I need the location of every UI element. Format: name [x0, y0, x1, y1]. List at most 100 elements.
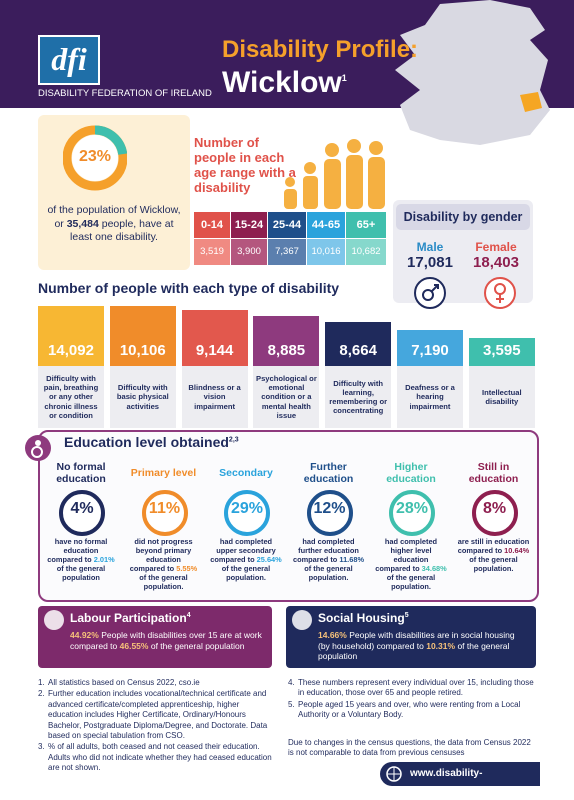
compare-value: 10.64% — [504, 546, 530, 556]
level-header: Still in education — [454, 458, 534, 488]
text: did not progress beyond primary educatio… — [129, 537, 193, 574]
housing-icon — [292, 610, 312, 630]
footnote: 4. These numbers represent every individu… — [288, 678, 536, 699]
footnotes-left: 1. All statistics based on Census 2022, c… — [38, 678, 272, 775]
compare-value: 11.68% — [339, 555, 365, 565]
labour-icon — [44, 610, 64, 630]
donut-segment — [63, 125, 127, 191]
level-circle — [471, 490, 518, 536]
footnote: 3.% of all adults, both ceased and not c… — [38, 742, 272, 773]
type-label: Difficulty with basic physical activitie… — [116, 383, 169, 411]
age-count: 10,682 — [346, 239, 386, 265]
text: of the general population — [318, 640, 510, 662]
donut — [63, 125, 127, 191]
footnote-text: These numbers represent every individual… — [298, 678, 534, 698]
footnote-text: Further education includes vocational/te… — [48, 689, 268, 740]
text: of the general population — [150, 640, 245, 651]
type-label: Intellectual disability — [481, 387, 522, 406]
level-desc: had completed upper secondary compared t… — [210, 537, 282, 582]
age-count: 3,900 — [231, 239, 267, 265]
age-count: 10,016 — [307, 239, 345, 265]
level-header: Primary level — [124, 458, 204, 488]
text: people, have at least one disability. — [70, 217, 174, 244]
level-percent: 8% — [482, 500, 507, 517]
text: had completed further education compared… — [292, 537, 359, 565]
title: Education level obtained — [64, 434, 229, 450]
gender-title: Disability by gender — [396, 204, 530, 230]
type-label: Deafness or a hearing impairment — [405, 383, 455, 411]
housing-box — [286, 606, 536, 668]
footnote-ref: 2,3 — [228, 436, 239, 444]
level-circle — [389, 490, 435, 536]
age-range: 65+ — [346, 212, 386, 238]
ireland-shape — [395, 0, 550, 145]
text: of the general population. — [139, 573, 188, 592]
county: Wicklow1 — [222, 66, 347, 100]
type-label: Blindness or a vision impairment — [188, 383, 241, 411]
text: People with disabilities are in social h… — [318, 630, 515, 651]
title: Labour Participation — [70, 611, 187, 625]
level-desc: had completed higher level education com… — [375, 537, 447, 591]
footnote: 1. All statistics based on Census 2022, c… — [38, 678, 272, 688]
type-label: Psychological or emotional condition or … — [256, 374, 317, 420]
website[interactable]: www.disability-federation.ie — [380, 762, 540, 800]
footnote-number: 1. — [38, 678, 45, 687]
summary-text: of the population of Wicklow, or 35,484 … — [44, 204, 184, 245]
organization: DISABILITY FEDERATION OF IRELAND — [38, 88, 212, 99]
web-icon — [386, 766, 402, 782]
type-bar — [397, 330, 463, 366]
text: of the general population. — [304, 564, 353, 583]
text: are still in education compared to — [457, 537, 530, 556]
level-percent: 12% — [313, 500, 346, 517]
footnote-ref: 4 — [186, 612, 191, 619]
housing-text: 14.66% People with disabilities are in s… — [318, 630, 528, 662]
age-count: 7,367 — [268, 239, 306, 265]
type-bar — [325, 322, 392, 366]
gender-icons — [414, 277, 516, 309]
title: Disability Profile: — [222, 36, 419, 63]
level-percent: 4% — [70, 500, 94, 517]
level-header: No formal education — [41, 458, 121, 488]
type-bar — [38, 306, 104, 366]
education-title: Education level obtained2,3 — [64, 434, 239, 450]
age-range: 15-24 — [231, 212, 267, 238]
labour-text: 44.92% People with disabilities over 15 … — [70, 630, 264, 651]
level-desc: did not progress beyond primary educatio… — [128, 537, 200, 591]
level-header: Secondary — [206, 458, 286, 488]
age-range: 44-65 — [307, 212, 345, 238]
female-count: 18,403 — [473, 254, 519, 271]
type-count: 7,190 — [411, 342, 449, 359]
type-bar — [253, 316, 320, 366]
type-label-box: Difficulty with pain, breathing or any o… — [38, 366, 104, 428]
level-circle — [141, 490, 188, 536]
summary-percent: 23% — [78, 148, 112, 165]
people-icons — [284, 139, 385, 209]
logo: dfi — [38, 35, 100, 85]
compare-value: 5.55% — [176, 564, 198, 574]
level-desc: are still in education compared to 10.64… — [458, 537, 530, 573]
level-desc: had completed further education compared… — [293, 537, 365, 582]
footnote-text: All statistics based on Census 2022, cso… — [48, 678, 200, 687]
type-bar — [109, 306, 176, 366]
donut-hole — [72, 135, 118, 181]
text: had completed upper secondary compared t… — [210, 537, 276, 565]
map — [395, 0, 550, 145]
type-label-box: Deafness or a hearing impairment — [397, 366, 463, 428]
text: of the population of Wicklow, or — [47, 204, 181, 230]
level-percent: 28% — [395, 500, 429, 517]
level-name: No formal education — [56, 460, 106, 485]
type-count: 9,144 — [195, 342, 234, 359]
age-range: 0-14 — [194, 212, 230, 238]
level-name: Still in education — [468, 460, 519, 485]
notice: Due to changes in the census questions, … — [288, 738, 531, 758]
type-label: Difficulty with learning, remembering or… — [329, 378, 388, 416]
types-title: Number of people with each type of disab… — [38, 280, 340, 296]
text: had completed higher level education com… — [375, 537, 438, 574]
labour-box — [38, 606, 272, 668]
level-header: Further education — [289, 458, 369, 488]
level-name: Secondary — [219, 466, 273, 479]
level-header: Higher education — [371, 458, 451, 488]
compare-value: 2.01% — [93, 555, 115, 565]
county-highlight — [520, 92, 542, 112]
female-label: Female — [475, 240, 517, 254]
